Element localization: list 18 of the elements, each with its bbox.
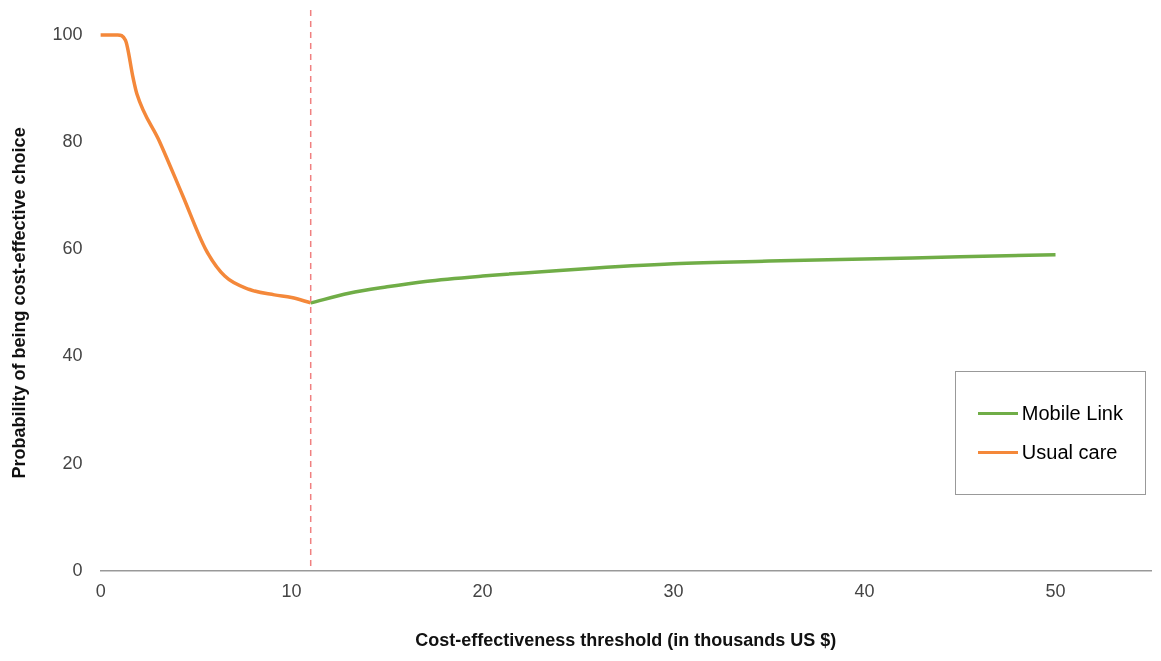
legend-label: Mobile Link [1021,401,1123,425]
line-series [98,33,313,305]
legend-label: Usual care [1021,440,1118,464]
y-tick-label: 20 [62,452,83,473]
y-axis-title: Probability of being cost-effective choice [8,127,29,479]
y-tick-label: 80 [62,131,83,152]
x-tick-label: 10 [281,580,302,601]
y-tick-label: 100 [52,23,83,44]
x-tick-label: 0 [95,580,106,601]
x-tick-label: 50 [1045,580,1066,601]
line-series [308,252,1058,305]
x-tick-label: 40 [854,580,875,601]
y-tick-label: 40 [62,345,83,366]
y-tick-label: 60 [62,238,83,259]
x-axis-title: Cost-effectiveness threshold (in thousands US $) [415,630,837,651]
x-tick-label: 20 [472,580,493,601]
x-tick-label: 30 [663,580,684,601]
y-tick-label: 0 [72,559,83,580]
